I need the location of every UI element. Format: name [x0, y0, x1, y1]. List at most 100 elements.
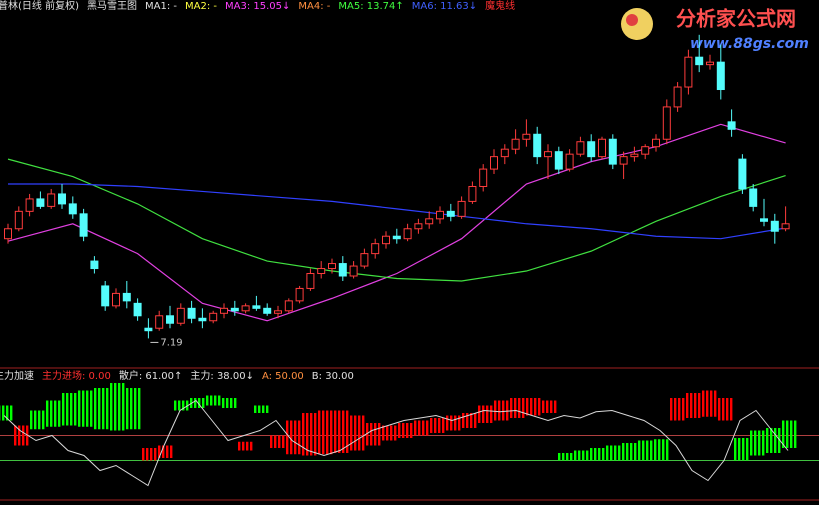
indicator-bar: [554, 400, 557, 413]
watermark: 分析家公式网 www.88gs.com: [621, 7, 809, 52]
indicator-bar: [614, 445, 617, 461]
indicator-bar: [682, 398, 685, 421]
candle-body: [317, 268, 326, 275]
indicator-bar: [266, 405, 269, 413]
indicator-bar: [14, 425, 17, 446]
indicator-bar: [358, 415, 361, 451]
candle-body: [25, 198, 34, 212]
indicator-bar: [734, 438, 737, 461]
candle-body: [133, 302, 142, 317]
indicator-bar: [94, 388, 97, 430]
candle-body: [220, 307, 228, 314]
low-marker-label: 7.19: [160, 337, 182, 348]
legend-entry: A: 50.00: [262, 371, 304, 382]
indicator-bar: [482, 405, 485, 423]
indicator-bar: [426, 420, 429, 436]
indicator-bar: [42, 410, 45, 430]
indicator-bar: [466, 413, 469, 428]
indicator-bar: [582, 450, 585, 461]
indicator-bar: [294, 420, 297, 455]
indicator-bar: [198, 398, 201, 408]
indicator-bar: [118, 383, 121, 431]
indicator-bar: [122, 383, 125, 431]
indicator-bar: [154, 448, 157, 461]
candle-body: [371, 243, 380, 255]
candle-body: [479, 168, 488, 187]
candle-body: [90, 260, 99, 270]
candle-body: [166, 315, 174, 324]
indicator-bar: [634, 443, 637, 461]
candle-body: [457, 200, 466, 217]
indicator-bar: [194, 398, 197, 408]
indicator-bar: [82, 390, 85, 427]
indicator-bar: [486, 405, 489, 423]
indicator-bar: [694, 393, 697, 418]
indicator-bar: [214, 395, 217, 406]
indicator-bar: [586, 450, 589, 461]
candle-body: [209, 312, 218, 322]
ma-line: [7, 158, 786, 282]
indicator-bar: [626, 443, 629, 461]
indicator-bar: [202, 398, 205, 408]
indicator-bar: [206, 395, 209, 406]
indicator-bar: [70, 393, 73, 426]
indicator-bar: [2, 405, 5, 421]
indicator-bar: [722, 398, 725, 421]
indicator-bar: [602, 448, 605, 461]
indicator-bar: [590, 448, 593, 461]
indicator-bar: [210, 395, 213, 406]
candle-body: [662, 106, 671, 140]
indicator-bar: [578, 450, 581, 461]
candle-body: [641, 146, 650, 155]
candle-body: [187, 307, 196, 319]
indicator-bar: [534, 398, 537, 416]
candle-body: [576, 141, 585, 155]
indicator-bar: [414, 420, 417, 436]
indicator-bar: [710, 390, 713, 417]
indicator-bar: [422, 420, 425, 436]
indicator-bar: [646, 440, 649, 461]
indicator-bar: [402, 423, 405, 438]
indicator-bar: [90, 390, 93, 427]
legend-entry: MA2: -: [185, 1, 217, 12]
indicator-bar: [366, 423, 369, 446]
candle-body: [230, 307, 239, 312]
candle-body: [328, 263, 336, 270]
indicator-bar: [246, 441, 249, 451]
candle-body: [198, 317, 207, 322]
indicator-bar: [30, 410, 33, 430]
logo-icon-dot: [626, 14, 638, 26]
candle-body: [652, 138, 660, 148]
candle-body: [673, 86, 682, 108]
legend-entry: MA1: -: [145, 1, 177, 12]
indicator-bar: [322, 410, 325, 455]
candle-body: [554, 151, 563, 170]
indicator-bar: [638, 440, 641, 461]
indicator-bar: [790, 420, 793, 448]
indicator-bar: [658, 439, 661, 461]
candle-body: [468, 185, 477, 202]
legend-entry: 魔鬼线: [485, 0, 515, 12]
indicator-bar: [334, 410, 337, 453]
indicator-bar: [662, 439, 665, 461]
indicator-bar: [726, 398, 729, 421]
indicator-bar: [622, 443, 625, 461]
indicator-bar: [418, 420, 421, 436]
indicator-bar: [54, 400, 57, 427]
indicator-bar: [162, 445, 165, 458]
indicator-bar: [754, 430, 757, 456]
indicator-bar: [178, 400, 181, 411]
candle-body: [511, 138, 520, 150]
indicator-bar: [474, 413, 477, 428]
indicator-bar: [354, 415, 357, 451]
indicator-bar: [150, 448, 153, 461]
indicator-bar: [670, 398, 673, 421]
candle-body: [738, 158, 747, 190]
candle-body: [490, 156, 498, 170]
indicator-bar: [18, 425, 21, 446]
indicator-bar: [166, 445, 169, 458]
indicator-bar: [714, 390, 717, 417]
legend-entry: B: 30.00: [312, 371, 354, 382]
candle-body: [500, 148, 509, 158]
indicator-bar: [774, 428, 777, 453]
